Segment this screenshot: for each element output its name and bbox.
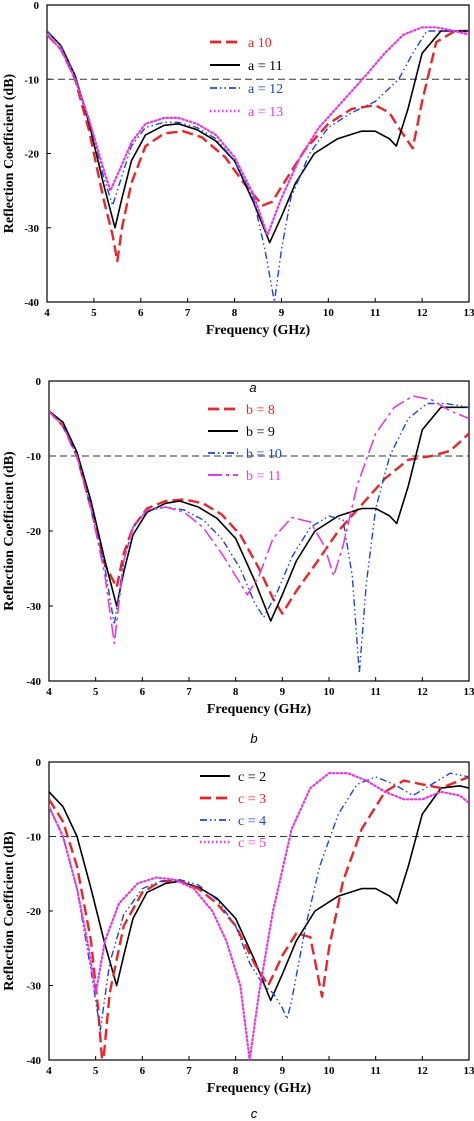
legend-label-a-12: a = 12 xyxy=(248,82,283,97)
x-tick-label: 4 xyxy=(46,686,52,698)
legend-label-b-11: b = 11 xyxy=(246,469,281,484)
x-tick-label: 5 xyxy=(93,686,99,698)
x-tick-label: 9 xyxy=(280,1065,286,1077)
x-tick-label: 7 xyxy=(186,686,192,698)
y-tick-label: 0 xyxy=(34,0,40,12)
y-tick-label: 0 xyxy=(36,757,42,769)
y-tick-label: -40 xyxy=(26,1055,41,1067)
y-tick-label: -10 xyxy=(26,451,41,463)
series-line-c-5 xyxy=(49,772,469,1060)
x-tick-label: 10 xyxy=(324,1065,336,1077)
series-line-a-12 xyxy=(47,30,469,302)
x-tick-label: 5 xyxy=(93,1065,99,1077)
y-tick-label: -20 xyxy=(26,526,41,538)
x-tick-label: 9 xyxy=(280,686,286,698)
series-line-b-8 xyxy=(49,410,469,615)
x-axis-title: Frequency (GHz) xyxy=(207,1081,312,1096)
x-tick-label: 12 xyxy=(417,686,429,698)
legend-label-a-11: a = 11 xyxy=(248,59,283,74)
legend-label-c-3: c = 3 xyxy=(238,792,266,807)
series-line-a-13 xyxy=(47,26,469,237)
x-axis-title: Frequency (GHz) xyxy=(207,702,312,717)
x-tick-label: 9 xyxy=(279,307,285,319)
x-tick-label: 12 xyxy=(417,1065,429,1077)
x-tick-label: 11 xyxy=(370,1065,380,1077)
legend-label-a-10: a 10 xyxy=(248,36,272,51)
chart-panel-b: 4 5 6 7 8 9 10 11 12 13 0 -10 -20 -30 -40 Frequency (GH… xyxy=(2,376,474,746)
x-tick-label: 8 xyxy=(233,1065,239,1077)
series-line-c-3 xyxy=(49,775,469,1060)
x-tick-label: 10 xyxy=(323,307,335,319)
x-axis-title: Frequency (GHz) xyxy=(206,323,311,338)
series-line-c-2 xyxy=(49,785,469,1002)
y-axis-title: Reflection Coefficient (dB) xyxy=(2,73,17,233)
legend-label-c-4: c = 4 xyxy=(238,814,266,829)
x-tick-label: 10 xyxy=(324,686,336,698)
y-tick-label: 0 xyxy=(36,376,42,388)
x-tick-label: 11 xyxy=(370,307,380,319)
legend-label-b-9: b = 9 xyxy=(246,425,275,440)
panel-caption: b xyxy=(250,731,257,746)
x-tick-label: 6 xyxy=(140,686,146,698)
chart-panel-a: 4 5 6 7 8 9 10 11 12 13 0 -10 -20 -30 -40 Frequency (GH… xyxy=(2,0,474,395)
x-tick-label: 13 xyxy=(464,686,474,698)
x-tick-label: 13 xyxy=(464,307,474,319)
y-tick-label: -20 xyxy=(26,906,41,918)
series-line-c-4 xyxy=(49,772,469,1031)
chart-panel-c: 4 5 6 7 8 9 10 11 12 13 0 -10 -20 -30 -40 Frequency (GH… xyxy=(2,757,474,1121)
y-tick-label: -30 xyxy=(24,223,39,235)
series-line-a-11 xyxy=(47,30,469,244)
x-tick-label: 6 xyxy=(140,1065,146,1077)
legend-label-c-5: c = 5 xyxy=(238,836,266,851)
y-tick-label: -30 xyxy=(26,981,41,993)
y-tick-label: -40 xyxy=(24,297,39,309)
x-tick-label: 8 xyxy=(233,686,239,698)
series-line-b-10 xyxy=(49,402,469,675)
x-tick-label: 13 xyxy=(464,1065,474,1077)
x-tick-label: 11 xyxy=(370,686,380,698)
y-tick-label: -10 xyxy=(26,832,41,844)
legend-label-b-8: b = 8 xyxy=(246,403,275,418)
y-tick-label: -40 xyxy=(26,676,41,688)
y-tick-label: -10 xyxy=(24,74,39,86)
legend-label-c-2: c = 2 xyxy=(238,770,266,785)
legend-label-b-10: b = 10 xyxy=(246,447,282,462)
y-tick-label: -30 xyxy=(26,601,41,613)
x-tick-label: 5 xyxy=(91,307,97,319)
x-tick-label: 6 xyxy=(138,307,144,319)
panel-caption: a xyxy=(249,380,256,395)
x-tick-label: 4 xyxy=(44,307,50,319)
series-line-b-11 xyxy=(49,395,469,645)
legend-label-a-13: a = 13 xyxy=(248,105,283,120)
x-tick-label: 12 xyxy=(417,307,429,319)
series-line-b-9 xyxy=(49,406,469,622)
x-tick-label: 8 xyxy=(232,307,238,319)
x-tick-label: 7 xyxy=(186,1065,192,1077)
y-tick-label: -20 xyxy=(24,149,39,161)
series-line-a-10 xyxy=(47,29,469,263)
x-tick-label: 4 xyxy=(46,1065,52,1077)
y-axis-title: Reflection Coefficient (dB) xyxy=(2,831,17,991)
x-tick-label: 7 xyxy=(185,307,191,319)
panel-caption: c xyxy=(251,1106,258,1121)
y-axis-title: Reflection Coefficient (dB) xyxy=(2,451,17,611)
